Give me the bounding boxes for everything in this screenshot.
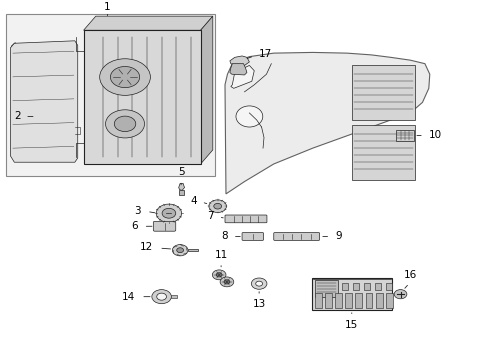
Text: 17: 17 <box>259 49 272 59</box>
Text: 11: 11 <box>214 250 227 260</box>
Bar <box>341 283 347 290</box>
Circle shape <box>220 277 233 287</box>
Bar <box>324 293 331 307</box>
Text: 1: 1 <box>103 1 110 12</box>
Bar <box>374 283 380 290</box>
Circle shape <box>162 208 175 218</box>
Bar <box>355 293 362 307</box>
FancyBboxPatch shape <box>153 221 175 231</box>
Text: 16: 16 <box>403 270 416 280</box>
Circle shape <box>255 281 262 286</box>
Bar <box>345 293 351 307</box>
Text: 13: 13 <box>252 299 265 309</box>
FancyBboxPatch shape <box>224 215 266 223</box>
Text: 9: 9 <box>334 231 341 242</box>
Text: 5: 5 <box>178 167 184 177</box>
Circle shape <box>176 248 183 253</box>
Circle shape <box>224 280 229 284</box>
Text: 7: 7 <box>206 211 213 221</box>
Bar <box>83 30 200 164</box>
Circle shape <box>216 273 222 277</box>
Text: 8: 8 <box>221 231 227 242</box>
Bar <box>311 278 391 310</box>
Text: 12: 12 <box>139 242 153 252</box>
Polygon shape <box>200 16 212 164</box>
Text: 10: 10 <box>428 130 441 140</box>
Polygon shape <box>83 16 212 30</box>
Bar <box>395 130 413 141</box>
Text: 3: 3 <box>134 206 141 216</box>
Bar <box>334 293 341 307</box>
Bar <box>351 66 414 120</box>
Circle shape <box>157 293 166 300</box>
Bar <box>351 125 414 180</box>
Bar <box>363 283 369 290</box>
Circle shape <box>156 204 181 222</box>
Polygon shape <box>229 64 246 75</box>
Circle shape <box>212 270 225 280</box>
Circle shape <box>251 278 266 289</box>
FancyBboxPatch shape <box>273 233 319 240</box>
Circle shape <box>208 200 226 212</box>
Circle shape <box>152 290 171 304</box>
Bar <box>385 283 391 290</box>
FancyBboxPatch shape <box>242 233 263 240</box>
Circle shape <box>393 290 406 299</box>
Polygon shape <box>178 183 184 190</box>
Polygon shape <box>10 41 78 162</box>
Bar <box>179 190 183 195</box>
Text: 2: 2 <box>15 112 21 121</box>
Bar <box>365 293 372 307</box>
Ellipse shape <box>236 106 262 127</box>
Bar <box>5 14 215 176</box>
Circle shape <box>172 244 187 256</box>
Polygon shape <box>11 42 15 161</box>
Text: 15: 15 <box>345 320 358 329</box>
Bar <box>171 295 177 298</box>
Circle shape <box>100 59 150 95</box>
Bar <box>375 293 382 307</box>
Text: 6: 6 <box>131 221 138 231</box>
Polygon shape <box>224 53 429 194</box>
Circle shape <box>105 110 144 138</box>
Text: 14: 14 <box>122 292 135 302</box>
Circle shape <box>110 67 140 87</box>
Text: 4: 4 <box>190 196 196 206</box>
Polygon shape <box>229 56 249 67</box>
Circle shape <box>114 116 136 132</box>
Bar <box>385 293 392 307</box>
Circle shape <box>213 203 221 209</box>
Bar <box>314 280 337 297</box>
Polygon shape <box>230 66 254 88</box>
Bar <box>352 283 358 290</box>
Bar <box>314 293 321 307</box>
Bar <box>187 249 197 251</box>
